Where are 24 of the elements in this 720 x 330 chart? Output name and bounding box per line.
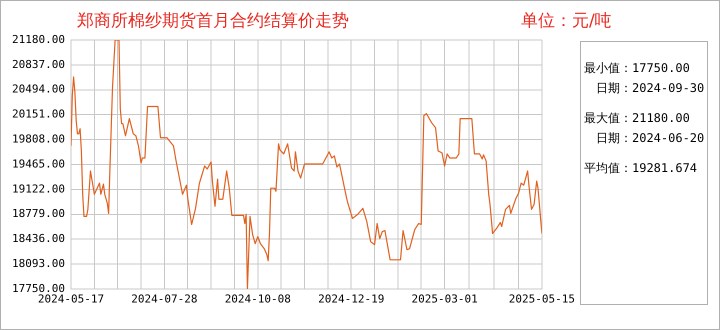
x-tick-label: 2024-10-08 — [224, 292, 291, 306]
y-tick-label: 18093.00 — [12, 256, 65, 270]
x-tick-label: 2025-05-15 — [508, 292, 576, 306]
y-tick-label: 20837.00 — [12, 58, 65, 71]
y-tick-label: 19122.00 — [12, 182, 65, 196]
y-tick-label: 21180.00 — [12, 32, 65, 46]
text: 日期：2024-09-30 — [596, 80, 704, 97]
text: 日期：2024-06-20 — [596, 130, 704, 147]
x-tick-label: 2024-12-19 — [318, 292, 384, 306]
text: 最大值：21180.00 — [584, 110, 690, 127]
chart-title: 郑商所棉纱期货首月合约结算价走势 — [77, 10, 349, 32]
y-tick-label: 20494.00 — [12, 82, 65, 96]
y-tick-label: 18779.00 — [12, 207, 65, 220]
y-tick-label: 20151.00 — [12, 108, 65, 121]
x-tick-label: 2024-07-28 — [131, 292, 198, 306]
x-tick-label: 2025-03-01 — [411, 292, 478, 306]
chart-subtitle: 单位：元/吨 — [521, 10, 612, 32]
text: 最小值：17750.00 — [584, 60, 690, 77]
text: 平均值：19281.674 — [584, 160, 698, 177]
x-tick-label: 2024-05-17 — [38, 292, 104, 306]
y-tick-label: 19808.00 — [12, 132, 65, 146]
y-tick-label: 18436.00 — [12, 232, 65, 246]
y-tick-label: 19465.00 — [12, 157, 65, 170]
y-tick-label: 17750.00 — [12, 282, 65, 295]
